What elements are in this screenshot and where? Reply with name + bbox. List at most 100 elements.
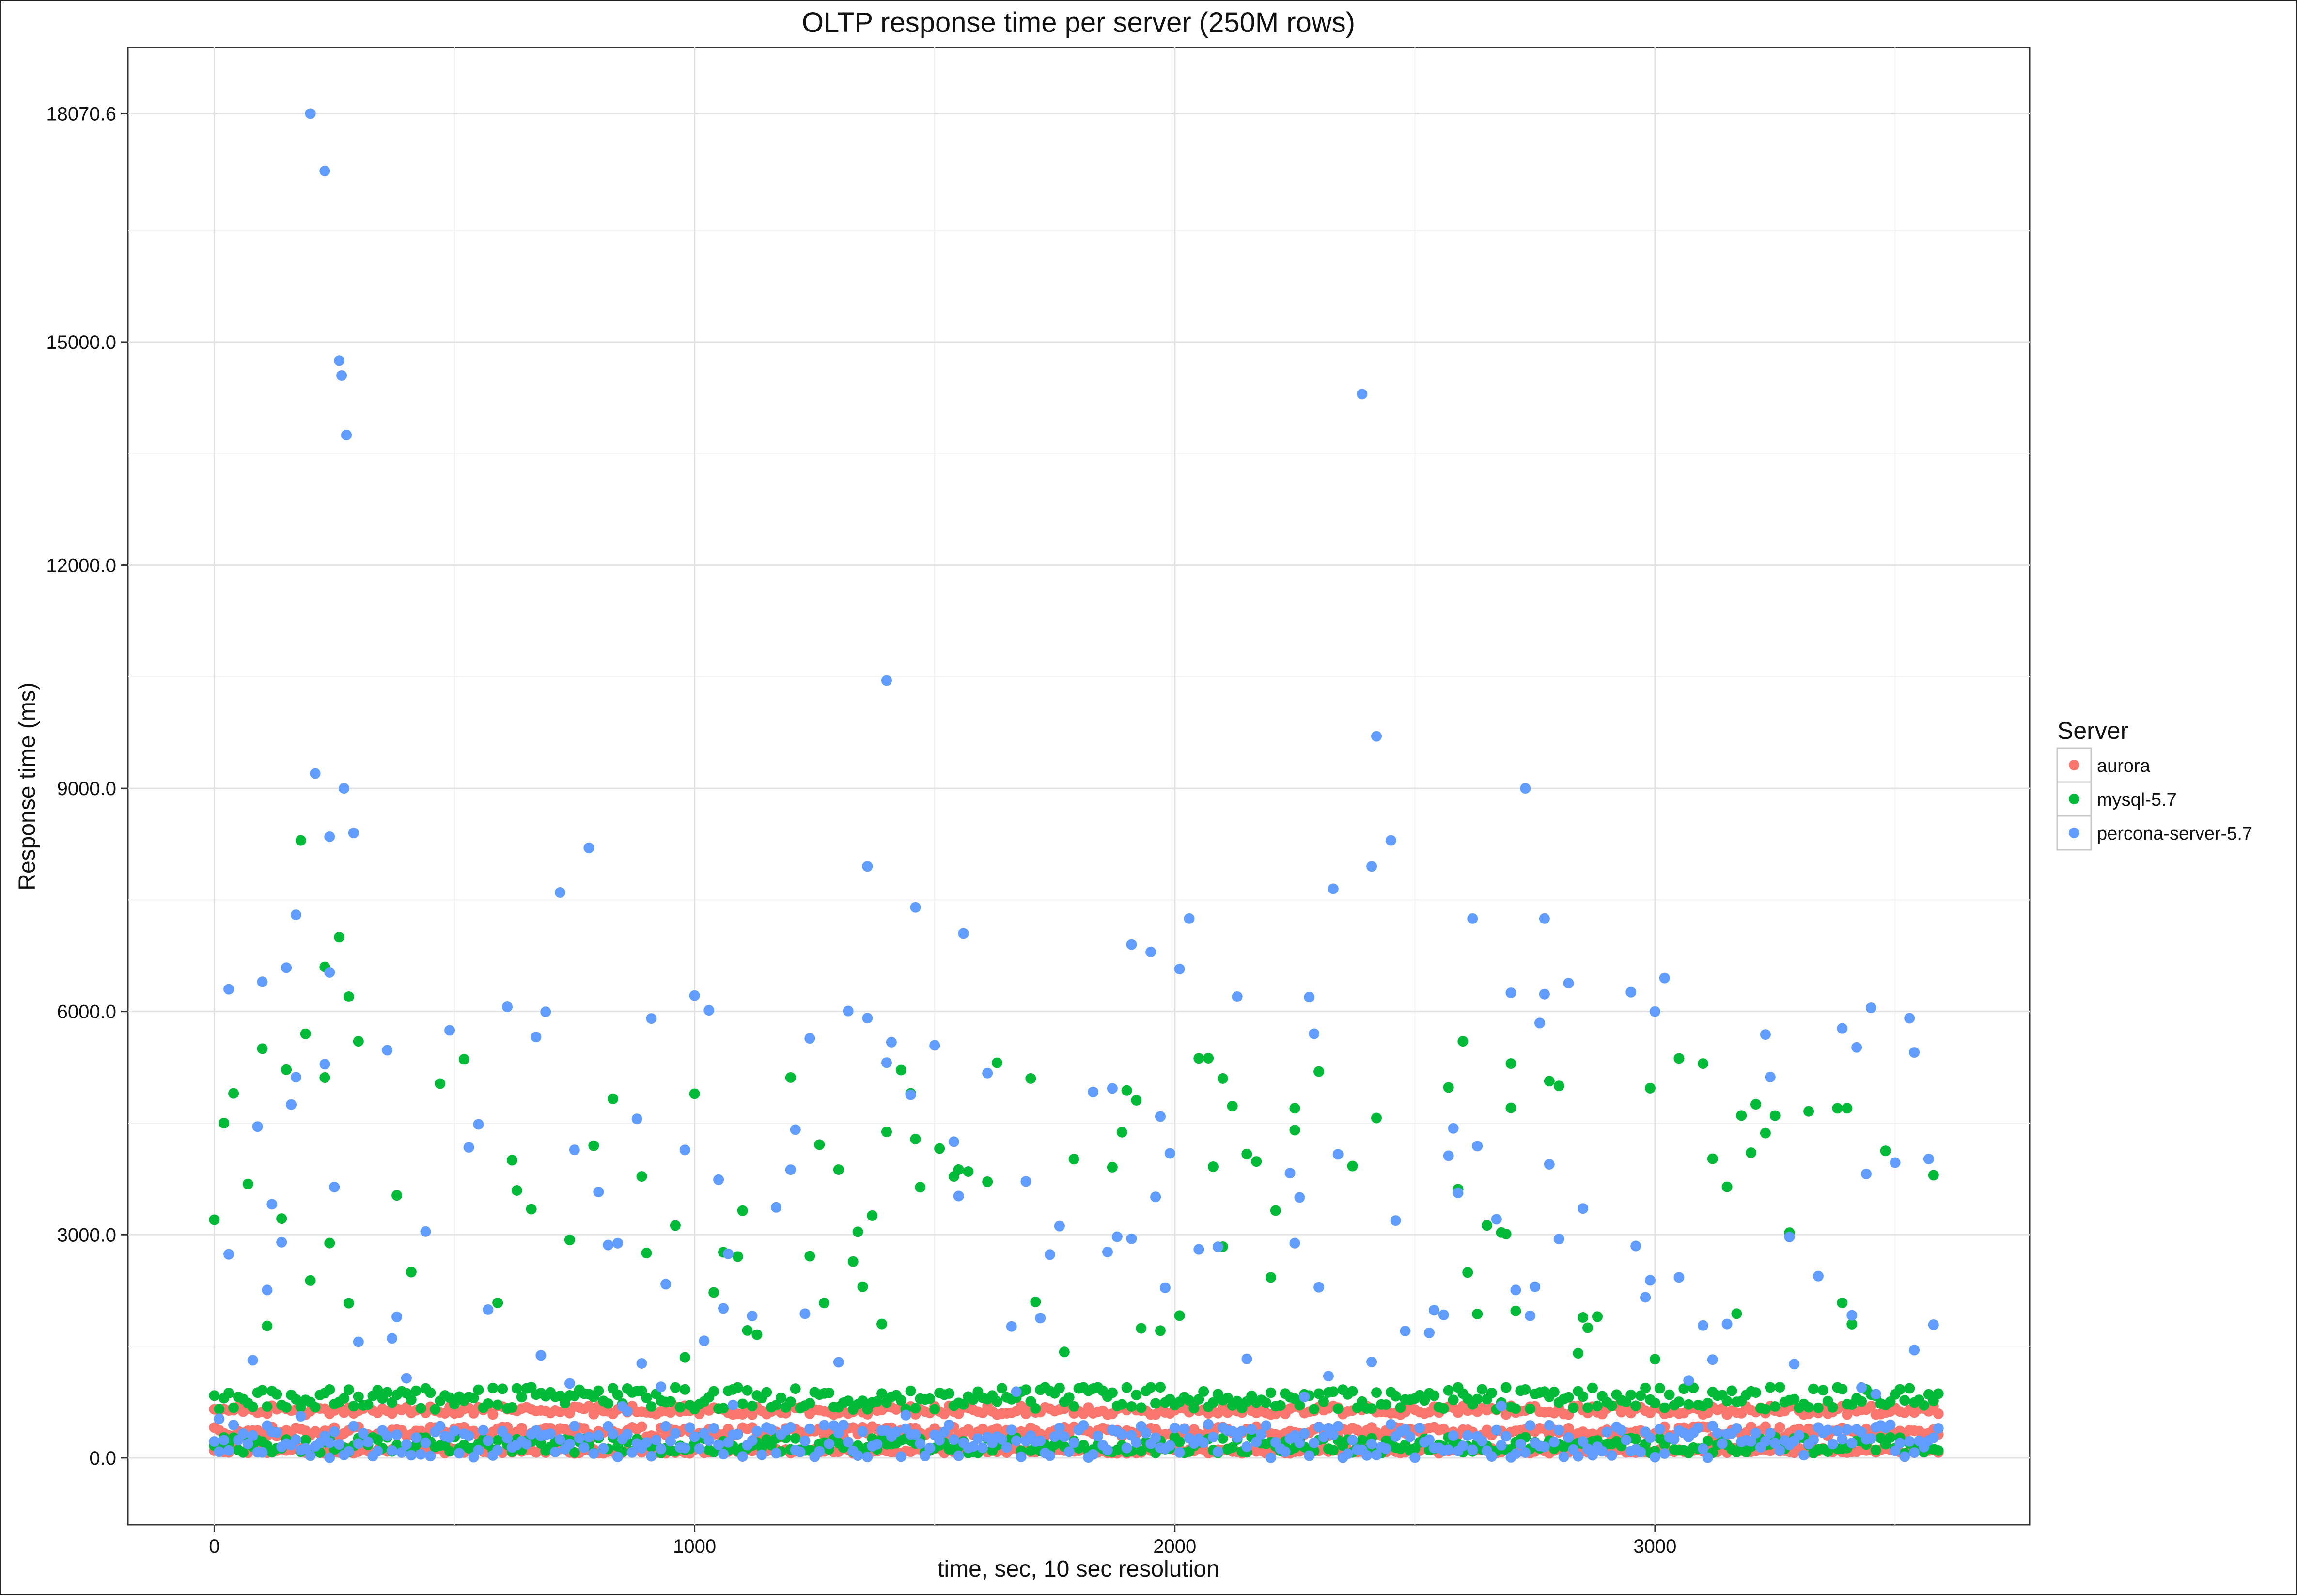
point-percona-server-5.7 [209,1436,220,1447]
point-percona-server-5.7 [1342,1448,1353,1459]
point-mysql-5.7 [1217,1073,1228,1084]
point-mysql-5.7 [1184,1395,1195,1406]
point-mysql-5.7 [1486,1387,1497,1398]
point-percona-server-5.7 [483,1435,494,1446]
point-mysql-5.7 [1702,1398,1713,1408]
point-mysql-5.7 [953,1164,964,1175]
point-mysql-5.7 [1107,1387,1118,1398]
point-percona-server-5.7 [804,1424,815,1435]
point-mysql-5.7 [1894,1384,1906,1395]
point-percona-server-5.7 [555,1434,565,1445]
point-percona-server-5.7 [1347,1435,1358,1446]
point-mysql-5.7 [1188,1403,1200,1414]
point-mysql-5.7 [1664,1389,1675,1400]
point-percona-server-5.7 [1366,861,1377,872]
point-mysql-5.7 [1068,1401,1079,1412]
point-mysql-5.7 [790,1433,801,1444]
point-percona-server-5.7 [756,1449,767,1460]
point-percona-server-5.7 [1150,1191,1161,1203]
point-mysql-5.7 [1136,1323,1147,1334]
point-percona-server-5.7 [1510,1284,1521,1296]
point-percona-server-5.7 [1111,1231,1123,1242]
point-percona-server-5.7 [1601,1426,1612,1438]
point-percona-server-5.7 [569,1144,580,1156]
point-percona-server-5.7 [910,902,921,913]
point-percona-server-5.7 [266,1199,278,1210]
point-percona-server-5.7 [838,1420,849,1431]
legend-label-percona: percona-server-5.7 [2097,824,2252,844]
point-mysql-5.7 [1155,1382,1166,1393]
point-mysql-5.7 [1899,1395,1910,1406]
point-percona-server-5.7 [1141,1427,1152,1439]
point-percona-server-5.7 [1328,1429,1339,1440]
point-mysql-5.7 [679,1384,690,1395]
point-aurora [1020,1408,1031,1419]
point-mysql-5.7 [209,1214,220,1225]
point-percona-server-5.7 [857,1426,868,1437]
point-percona-server-5.7 [1698,1443,1708,1455]
point-percona-server-5.7 [1808,1434,1819,1445]
point-percona-server-5.7 [895,1451,906,1462]
point-percona-server-5.7 [1721,1318,1733,1330]
point-mysql-5.7 [247,1401,258,1412]
point-percona-server-5.7 [636,1358,647,1369]
point-percona-server-5.7 [1515,1439,1526,1450]
point-mysql-5.7 [1933,1388,1944,1399]
point-mysql-5.7 [910,1133,921,1144]
point-percona-server-5.7 [228,1420,239,1431]
point-percona-server-5.7 [1865,1433,1876,1444]
point-percona-server-5.7 [382,1430,393,1441]
point-percona-server-5.7 [1236,1425,1248,1437]
point-percona-server-5.7 [295,1411,306,1422]
point-mysql-5.7 [1371,1112,1382,1124]
point-percona-server-5.7 [1313,1422,1325,1433]
point-mysql-5.7 [1832,1103,1843,1114]
point-percona-server-5.7 [1851,1042,1862,1053]
point-mysql-5.7 [1395,1402,1406,1413]
point-percona-server-5.7 [1477,1436,1488,1447]
point-mysql-5.7 [1266,1272,1276,1283]
point-percona-server-5.7 [1164,1148,1175,1159]
point-mysql-5.7 [608,1093,619,1104]
point-mysql-5.7 [483,1398,494,1409]
point-percona-server-5.7 [996,1434,1007,1445]
point-percona-server-5.7 [223,1445,234,1456]
point-mysql-5.7 [1472,1309,1483,1319]
point-percona-server-5.7 [703,1005,715,1016]
point-percona-server-5.7 [1088,1086,1099,1097]
point-percona-server-5.7 [396,1447,407,1458]
point-percona-server-5.7 [1909,1447,1920,1458]
point-aurora [487,1409,499,1420]
point-mysql-5.7 [324,1237,335,1249]
point-percona-server-5.7 [593,1187,604,1198]
point-percona-server-5.7 [1837,1023,1848,1034]
point-percona-server-5.7 [219,1435,230,1446]
point-percona-server-5.7 [843,1005,854,1017]
point-mysql-5.7 [641,1393,652,1404]
point-mysql-5.7 [300,1435,311,1446]
point-percona-server-5.7 [1280,1446,1291,1457]
point-percona-server-5.7 [214,1413,225,1424]
point-percona-server-5.7 [1457,1440,1469,1452]
point-mysql-5.7 [387,1397,398,1408]
point-percona-server-5.7 [1241,1353,1252,1364]
point-aurora [588,1408,599,1420]
point-percona-server-5.7 [1443,1150,1454,1161]
point-percona-server-5.7 [1102,1444,1113,1455]
point-percona-server-5.7 [968,1441,979,1452]
point-percona-server-5.7 [1261,1420,1272,1431]
point-mysql-5.7 [1462,1267,1473,1278]
point-percona-server-5.7 [1256,1429,1267,1440]
point-aurora [636,1421,647,1432]
point-percona-server-5.7 [1266,1452,1276,1463]
point-mysql-5.7 [1063,1392,1075,1403]
point-percona-server-5.7 [953,1450,964,1461]
point-percona-server-5.7 [1001,1442,1012,1453]
point-percona-server-5.7 [1198,1437,1209,1448]
point-mysql-5.7 [257,1043,268,1054]
point-percona-server-5.7 [1116,1429,1127,1440]
point-percona-server-5.7 [1760,1436,1771,1447]
point-percona-server-5.7 [1746,1436,1757,1447]
point-percona-server-5.7 [1174,1447,1185,1458]
